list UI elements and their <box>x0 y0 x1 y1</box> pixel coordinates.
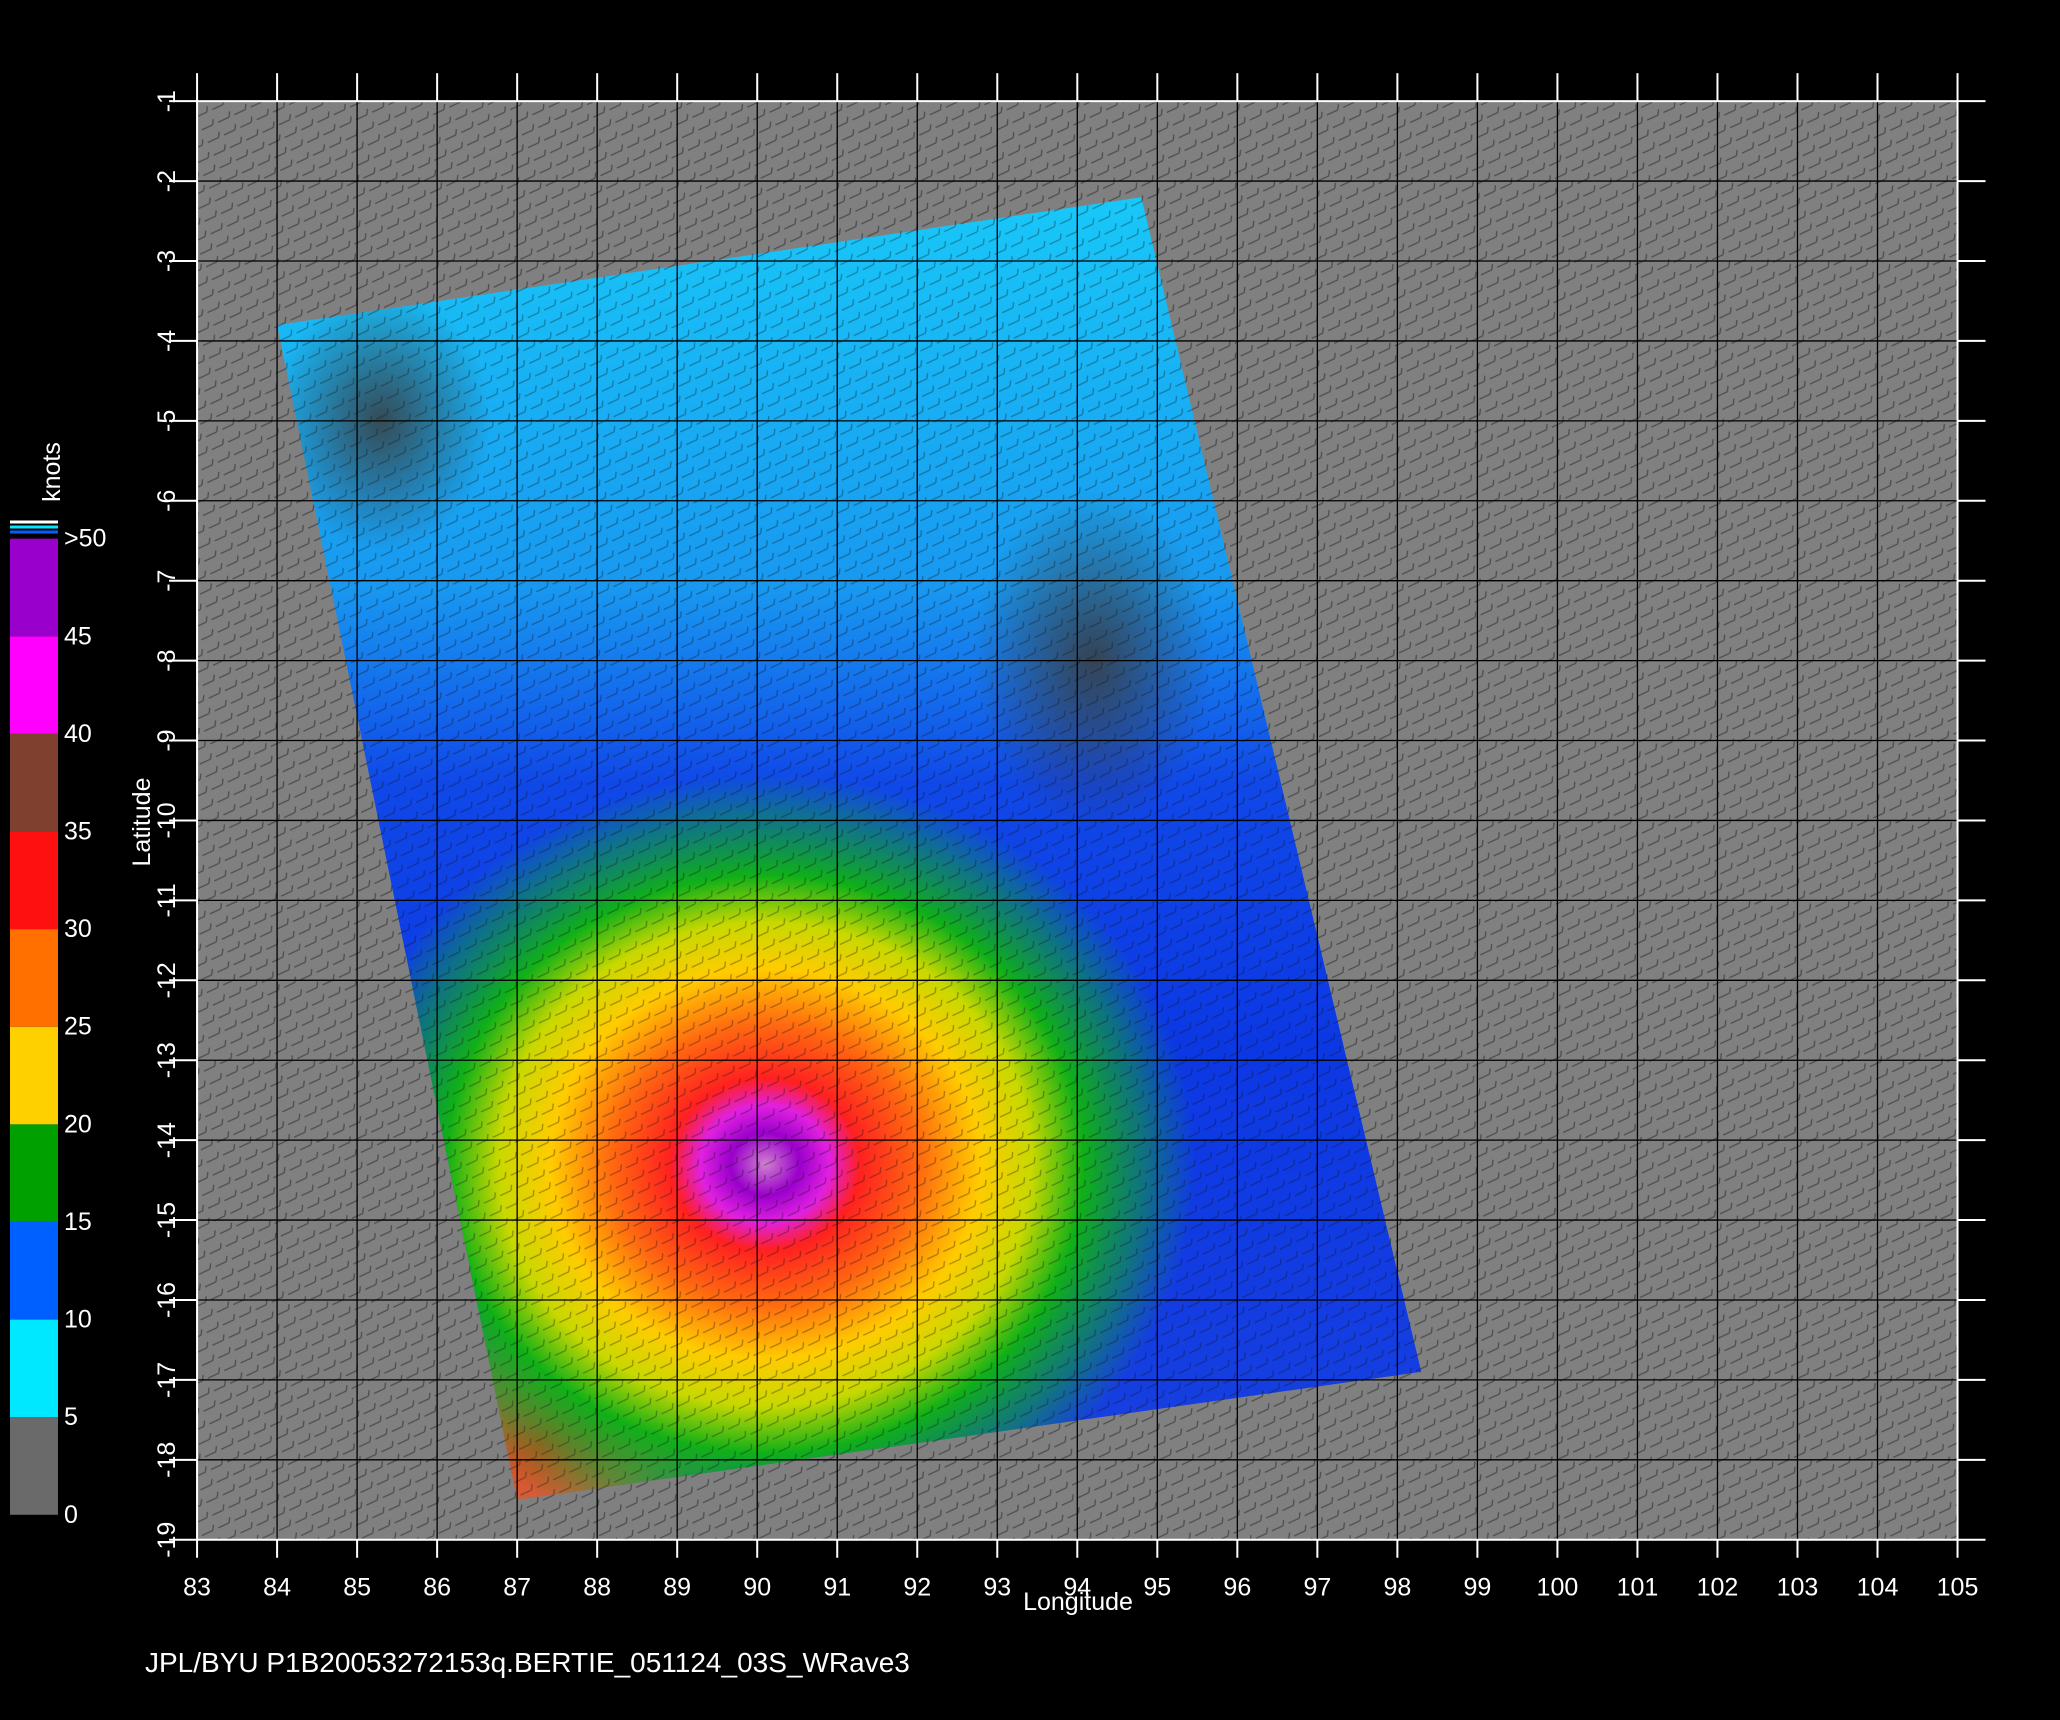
plot-frame <box>196 100 1959 1541</box>
y-tick-label: -11 <box>153 883 181 917</box>
x-tick-label: 86 <box>423 1574 451 1602</box>
x-tick-label: 98 <box>1383 1574 1411 1602</box>
x-tick-label: 104 <box>1857 1574 1899 1602</box>
colorbar-tick-label: 15 <box>64 1208 92 1236</box>
colorbar-tick-label: 40 <box>64 720 92 748</box>
footer: JPL/BYU P1B20053272153q.BERTIE_051124_03… <box>145 1647 910 1678</box>
y-axis-label: Latitude <box>128 778 156 867</box>
x-tick-label: 101 <box>1617 1574 1659 1602</box>
x-tick-label: 105 <box>1937 1574 1979 1602</box>
x-tick-label: 90 <box>743 1574 771 1602</box>
colorbar-tick-label: 10 <box>64 1306 92 1334</box>
x-tick-label: 89 <box>663 1574 691 1602</box>
colorbar-segment <box>10 831 58 930</box>
colorbar: 0 5 10 15 20 25 30 35 40 45 >50 <box>10 520 106 1529</box>
colorbar-segment <box>10 1417 58 1515</box>
x-tick-label: 85 <box>343 1574 371 1602</box>
x-tick-label: 100 <box>1537 1574 1579 1602</box>
y-tick-label: -14 <box>153 1122 181 1158</box>
y-tick-label: -13 <box>153 1042 181 1078</box>
x-tick-label: 92 <box>903 1574 931 1602</box>
y-tick-label: -1 <box>153 90 181 112</box>
swath-barbs <box>277 197 1422 1500</box>
x-tick-label: 83 <box>183 1574 211 1602</box>
y-tick-label: -5 <box>153 410 181 432</box>
x-tick-label: 99 <box>1463 1574 1491 1602</box>
y-tick-label: -10 <box>153 802 181 838</box>
y-tick-label: -19 <box>153 1522 181 1558</box>
y-tick-label: -16 <box>153 1282 181 1318</box>
colorbar-segment <box>10 538 58 637</box>
colorbar-tick-label: 25 <box>64 1013 92 1041</box>
colorbar-tick-label: 5 <box>64 1403 78 1431</box>
colorbar-segment <box>10 636 58 734</box>
colorbar-segment <box>10 1026 58 1125</box>
y-tick-label: -2 <box>153 170 181 192</box>
x-axis-label: Longitude <box>1023 1588 1133 1616</box>
colorbar-segment <box>10 929 58 1027</box>
colorbar-segment <box>10 733 58 832</box>
y-tick-label: -3 <box>153 250 181 272</box>
colorbar-tick-label: 35 <box>64 817 92 845</box>
x-tick-label: 84 <box>263 1574 291 1602</box>
x-tick-label: 95 <box>1143 1574 1171 1602</box>
x-tick-label: 102 <box>1697 1574 1739 1602</box>
colorbar-label: knots <box>38 442 66 502</box>
y-tick-label: -8 <box>153 649 181 671</box>
y-tick-label: -6 <box>153 490 181 512</box>
y-tick-label: -17 <box>153 1362 181 1398</box>
y-tick-label: -9 <box>153 729 181 751</box>
y-tick-label: -18 <box>153 1442 181 1478</box>
colorbar-tick-label: 0 <box>64 1501 78 1529</box>
y-tick-label: -4 <box>153 330 181 352</box>
colorbar-tick-label: 30 <box>64 915 92 943</box>
colorbar-tick-label: 20 <box>64 1110 92 1138</box>
colorbar-tick-label: 45 <box>64 622 92 650</box>
wind-swath <box>277 197 1422 1500</box>
y-tick-label: -12 <box>153 962 181 998</box>
colorbar-segment <box>10 1124 58 1222</box>
colorbar-tick-label: >50 <box>64 525 106 553</box>
x-tick-label: 93 <box>983 1574 1011 1602</box>
x-tick-label: 96 <box>1223 1574 1251 1602</box>
y-tick-label: -15 <box>153 1202 181 1238</box>
x-tick-label: 94 <box>1063 1574 1091 1602</box>
axes: 83 84 85 86 87 88 89 90 91 92 93 94 95 96 97 98 99 100 101… <box>153 73 1986 1602</box>
x-tick-label: 88 <box>583 1574 611 1602</box>
x-tick-label: 103 <box>1777 1574 1819 1602</box>
y-tick-label: -7 <box>153 570 181 592</box>
colorbar-segment <box>10 1221 58 1320</box>
x-tick-label: 87 <box>503 1574 531 1602</box>
colorbar-segment <box>10 1319 58 1418</box>
x-tick-label: 91 <box>823 1574 851 1602</box>
x-tick-label: 97 <box>1303 1574 1331 1602</box>
